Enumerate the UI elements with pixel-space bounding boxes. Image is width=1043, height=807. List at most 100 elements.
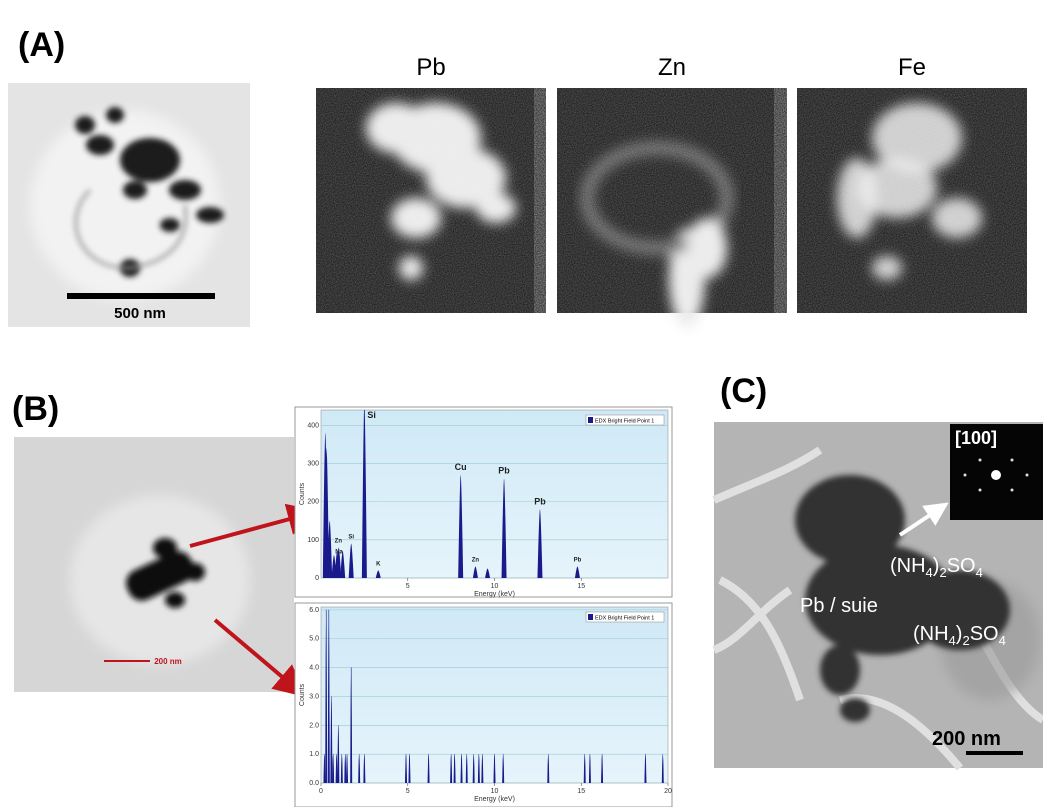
peak: [330, 696, 333, 783]
legend-label: EDX Bright Field Point 1: [595, 616, 654, 622]
y-tick-label: 2.0: [309, 722, 319, 729]
x-tick-label: 10: [491, 788, 499, 795]
peak: [472, 753, 475, 783]
peak: [332, 753, 335, 783]
peak: [502, 753, 505, 783]
scale-bar-label: 200 nm: [932, 728, 1001, 750]
peak: [458, 474, 464, 578]
arrow: [898, 502, 949, 537]
peak: [450, 753, 453, 783]
peak: [427, 753, 430, 783]
peak-label: Si: [367, 410, 376, 420]
peak-label: Na: [335, 549, 343, 555]
compound-label: (NH4)2SO4: [913, 623, 1006, 648]
peak: [324, 448, 330, 578]
peak: [493, 753, 496, 783]
element-map: Zn: [557, 54, 787, 328]
peak: [588, 753, 591, 783]
peak: [485, 568, 491, 578]
spectrum-chart: 0 100 200 300 400 5 10 15 Energy (keV) Counts EDX …: [294, 406, 673, 598]
peak: [537, 509, 543, 578]
peak: [547, 753, 550, 783]
y-tick-label: 100: [307, 537, 319, 544]
map-title: Pb: [416, 54, 445, 81]
peak-label: Zn: [472, 558, 480, 564]
peak: [465, 753, 468, 783]
peak-label: Zn: [335, 538, 343, 544]
inset-label: [100]: [955, 428, 997, 448]
y-tick-label: 0.0: [309, 780, 319, 787]
y-tick-label: 200: [307, 499, 319, 506]
panel-label: (C): [720, 372, 767, 410]
panel-label: (A): [18, 26, 65, 64]
peak: [405, 753, 408, 783]
peak: [601, 753, 604, 783]
arrow: [213, 618, 307, 698]
x-tick-label: 20: [664, 788, 672, 795]
peak: [408, 753, 411, 783]
arrow: [189, 503, 320, 548]
peak-label: Pb: [534, 496, 546, 506]
x-tick-label: 10: [491, 583, 499, 590]
peak: [336, 547, 342, 578]
peak: [337, 724, 340, 783]
peak: [335, 753, 338, 783]
peak: [453, 753, 456, 783]
legend-label: EDX Bright Field Point 1: [595, 419, 654, 425]
peak: [348, 543, 354, 578]
spectrum-chart: 0.0 1.0 2.0 3.0 4.0 5.0 6.0 0 5 10 15 20 Energy (keV…: [294, 602, 673, 807]
peak-label: Pb: [574, 558, 582, 564]
peak: [574, 566, 580, 578]
particle-label: Pb / suie: [800, 595, 878, 617]
peak: [350, 667, 353, 783]
peak: [327, 520, 333, 578]
y-tick-label: 0: [315, 575, 319, 582]
x-tick-label: 15: [577, 583, 585, 590]
y-axis-label: Counts: [299, 482, 306, 505]
y-tick-label: 6.0: [309, 607, 319, 614]
peak: [583, 753, 586, 783]
peak: [325, 609, 328, 783]
x-tick-label: 0: [319, 788, 323, 795]
y-tick-label: 300: [307, 460, 319, 467]
peak: [477, 753, 480, 783]
element-map: Pb: [316, 54, 546, 313]
scale-bar-label: 500 nm: [114, 305, 166, 322]
tem-image: [100] Pb / suie (NH4)2SO4 (NH4)2SO4 200 n…: [712, 422, 1043, 771]
peak: [375, 570, 381, 578]
map-title: Fe: [898, 54, 926, 81]
y-tick-label: 5.0: [309, 636, 319, 643]
peak: [501, 478, 507, 578]
x-axis-label: Energy (keV): [474, 591, 515, 598]
peak: [344, 753, 347, 783]
peak: [346, 753, 349, 783]
y-tick-label: 3.0: [309, 693, 319, 700]
scale-bar-label: 200 nm: [154, 657, 182, 666]
peak: [323, 753, 326, 783]
peak: [340, 551, 346, 578]
peak: [358, 753, 361, 783]
y-tick-label: 4.0: [309, 665, 319, 672]
peak: [460, 753, 463, 783]
peak: [340, 753, 343, 783]
tem-image: 500 nm: [8, 83, 250, 327]
peak: [661, 753, 664, 783]
peak-label: Pb: [498, 466, 510, 476]
y-axis-label: Counts: [299, 683, 306, 706]
peak: [363, 753, 366, 783]
peak: [644, 753, 647, 783]
element-map: Fe: [797, 54, 1027, 313]
x-tick-label: 5: [406, 788, 410, 795]
peak-label: Si: [348, 535, 354, 541]
panel-label: (B): [12, 390, 59, 428]
peak: [481, 753, 484, 783]
y-tick-label: 400: [307, 422, 319, 429]
y-tick-label: 1.0: [309, 751, 319, 758]
peak: [361, 410, 367, 578]
peak-label: Cu: [455, 462, 467, 472]
x-axis-label: Energy (keV): [474, 796, 515, 803]
x-tick-label: 5: [406, 583, 410, 590]
peak: [327, 609, 330, 783]
compound-label: (NH4)2SO4: [890, 555, 983, 580]
